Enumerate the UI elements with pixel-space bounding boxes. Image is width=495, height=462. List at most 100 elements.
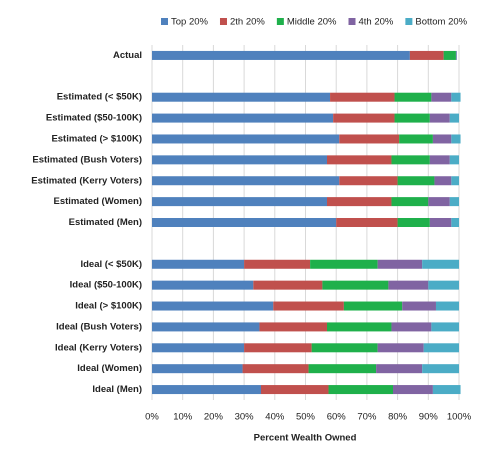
y-tick-label: Estimated (Men) <box>69 217 142 228</box>
y-tick-label: Estimated ($50-100K) <box>46 113 142 124</box>
legend-label: 2th 20% <box>230 17 265 28</box>
bar-segment <box>152 176 340 186</box>
bar-segment <box>394 92 432 102</box>
bar-segment <box>308 364 377 374</box>
bar-segment <box>451 92 461 102</box>
y-tick-label: Estimated (Women) <box>53 196 142 207</box>
bar-segment <box>330 92 395 102</box>
bar-segment <box>377 343 424 353</box>
y-tick-label: Estimated (Bush Voters) <box>32 154 142 165</box>
bar-segment <box>423 343 459 353</box>
bar-segment <box>260 385 329 395</box>
legend-label: Middle 20% <box>287 17 337 28</box>
bar-segment <box>310 259 378 269</box>
bar-segment <box>409 50 444 60</box>
bar-segment <box>428 280 459 290</box>
bar-segment <box>376 364 423 374</box>
legend-label: 4th 20% <box>359 17 394 28</box>
bar-segment <box>152 301 274 311</box>
y-tick-label: Estimated (< $50K) <box>57 92 142 103</box>
bar-segment <box>152 218 337 227</box>
x-tick-label: 60% <box>327 412 347 423</box>
bar-segment <box>311 343 378 353</box>
bar-segment <box>242 364 309 374</box>
y-tick-label: Ideal (Women) <box>77 363 142 374</box>
bar-segment <box>326 197 392 207</box>
legend-swatch <box>276 18 284 25</box>
bar-segment <box>431 322 459 332</box>
bar-segment <box>377 259 423 269</box>
bar-segment <box>429 218 452 227</box>
bar-segment <box>455 50 457 60</box>
x-tick-label: 70% <box>357 412 377 423</box>
x-tick-label: 100% <box>447 412 472 423</box>
legend-swatch <box>161 18 168 25</box>
bar-segment <box>397 218 430 227</box>
bar-segment <box>328 385 393 395</box>
legend-label: Top 20% <box>171 17 209 28</box>
bar-segment <box>152 134 340 144</box>
bar-segment <box>432 385 461 395</box>
x-axis-title: Percent Wealth Owned <box>254 433 357 444</box>
bar-segment <box>253 280 323 290</box>
bar-segment <box>391 197 429 207</box>
legend-swatch <box>219 18 227 25</box>
x-tick-label: 90% <box>419 412 439 423</box>
bar-segment <box>451 134 461 144</box>
bar-segment <box>152 259 245 269</box>
bar-segment <box>451 218 459 227</box>
bar-segment <box>392 385 433 395</box>
bar-segment <box>152 113 334 123</box>
legend-label: Bottom 20% <box>415 17 467 28</box>
bar-segment <box>432 134 452 144</box>
x-tick-label: 10% <box>173 412 193 423</box>
bar-segment <box>422 364 459 374</box>
bar-segment <box>152 280 254 290</box>
y-tick-label: Ideal (Bush Voters) <box>56 321 142 332</box>
bar-segment <box>244 259 311 269</box>
bar-segment <box>244 343 312 353</box>
y-tick-label: Ideal (Men) <box>92 384 142 395</box>
x-tick-label: 0% <box>145 412 159 423</box>
bar-segment <box>322 280 389 290</box>
x-tick-label: 50% <box>296 412 316 423</box>
legend-swatch <box>405 18 413 25</box>
bar-segment <box>449 197 459 207</box>
bar-segment <box>449 155 459 165</box>
bar-segment <box>339 134 400 144</box>
bar-segment <box>431 92 452 102</box>
y-tick-label: Estimated (Kerry Voters) <box>31 175 142 186</box>
legend-swatch <box>348 18 356 25</box>
bar-segment <box>259 322 327 332</box>
bar-segment <box>428 197 450 207</box>
bar-segment <box>152 322 260 332</box>
bar-segment <box>152 155 327 165</box>
y-tick-label: Estimated (> $100K) <box>51 133 142 144</box>
y-tick-label: Actual <box>113 50 142 61</box>
bar-segment <box>152 50 410 60</box>
bar-segment <box>402 301 436 311</box>
bar-segment <box>435 301 459 311</box>
bar-segment <box>343 301 403 311</box>
bar-segment <box>449 113 459 123</box>
bar-segment <box>399 134 433 144</box>
bar-segment <box>388 280 429 290</box>
bar-segment <box>394 113 430 123</box>
bar-segment <box>391 155 430 165</box>
bar-segment <box>152 343 245 353</box>
y-tick-label: Ideal ($50-100K) <box>70 280 142 291</box>
bar-segment <box>326 322 392 332</box>
y-tick-label: Ideal (< $50K) <box>80 259 142 270</box>
x-tick-label: 20% <box>204 412 224 423</box>
bar-segment <box>152 92 331 102</box>
bar-segment <box>326 155 392 165</box>
bar-segment <box>451 176 459 186</box>
bar-segment <box>152 385 261 395</box>
x-tick-label: 80% <box>388 412 408 423</box>
x-tick-label: 30% <box>235 412 255 423</box>
bar-segment <box>152 364 243 374</box>
bar-segment <box>397 176 435 186</box>
bar-segment <box>273 301 344 311</box>
x-tick-label: 40% <box>265 412 285 423</box>
